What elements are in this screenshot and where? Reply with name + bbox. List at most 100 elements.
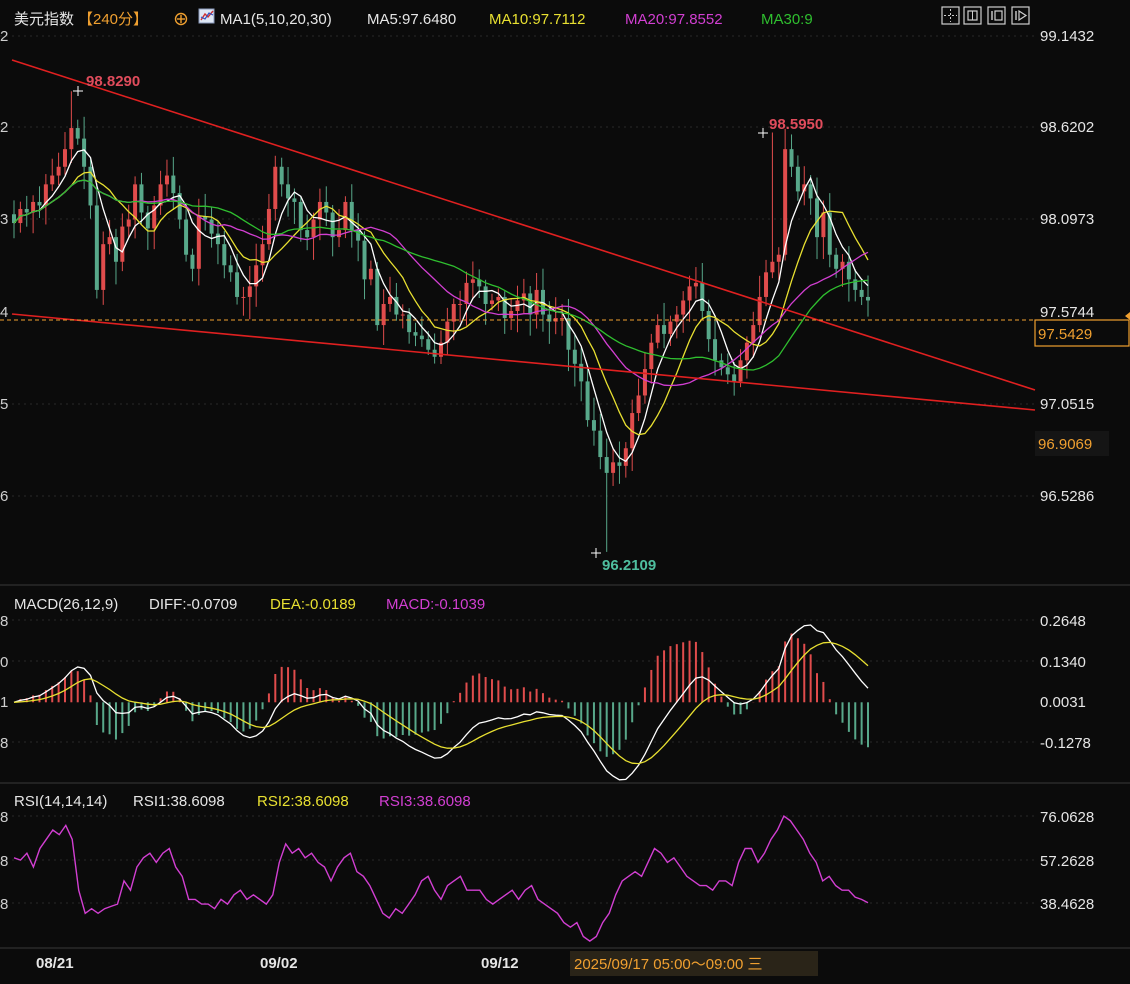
candlestick <box>24 195 29 227</box>
lower-price-label: 96.9069 <box>1038 436 1092 453</box>
price-grid <box>0 35 1035 497</box>
left-tick: 8 <box>0 613 8 630</box>
main-header: 美元指数 【240分】 MA1(5,10,20,30) MA5:97.6480 … <box>14 8 813 28</box>
candlestick <box>611 448 616 486</box>
time-tick: 09/12 <box>481 955 519 972</box>
candlestick <box>757 275 762 333</box>
chart-panel-icon[interactable] <box>987 6 1006 25</box>
rsi-tick: 57.2628 <box>1040 853 1094 870</box>
ma-line-chart-icon[interactable] <box>198 8 215 24</box>
candlestick <box>853 269 858 302</box>
price-tick: 99.1432 <box>1040 28 1094 45</box>
lower-trendline[interactable] <box>11 313 1036 411</box>
ma-params: MA1(5,10,20,30) <box>220 11 332 28</box>
window-split-icon[interactable] <box>963 6 982 25</box>
candlestick <box>279 157 284 197</box>
time-cursor-label: 2025/09/17 05:00～09:00 三 <box>574 956 762 973</box>
candlestick <box>43 174 48 225</box>
ma30-value: MA30:9 <box>761 11 813 28</box>
price-axis-labels: 99.1432 98.6202 98.0973 97.5744 97.0515 … <box>1040 28 1094 505</box>
candlestick <box>203 193 208 231</box>
dea-line <box>13 641 869 765</box>
candlestick <box>145 205 150 250</box>
candlestick <box>101 231 106 305</box>
macd-tick: -0.1278 <box>1040 735 1091 752</box>
candlestick <box>725 353 730 385</box>
candlestick <box>413 322 418 347</box>
candlestick <box>687 275 692 322</box>
candlestick <box>649 333 654 384</box>
candlestick <box>693 267 698 299</box>
rsi3-line <box>13 815 869 942</box>
candlestick <box>120 213 125 272</box>
candlestick <box>62 132 67 175</box>
candlestick <box>164 159 169 197</box>
candlestick <box>528 286 533 336</box>
candlestick <box>407 308 412 344</box>
expand-icon[interactable] <box>1011 6 1030 25</box>
candlestick <box>196 198 201 286</box>
current-price-box: 97.5429 <box>1034 319 1130 347</box>
left-tick: 0 <box>0 654 8 671</box>
candlestick <box>113 228 118 285</box>
left-tick: 5 <box>0 396 8 413</box>
candlestick <box>12 200 16 239</box>
upper-trendline[interactable] <box>11 59 1036 391</box>
left-tick: 4 <box>0 304 8 321</box>
macd-params: MACD(26,12,9) <box>14 596 118 613</box>
ma20-line <box>13 179 869 387</box>
macd-dea: DEA:-0.0189 <box>270 596 356 613</box>
candlestick <box>228 255 233 282</box>
price-tick: 98.6202 <box>1040 119 1094 136</box>
high-right-label: 98.5950 <box>769 116 823 133</box>
candlestick <box>368 260 373 286</box>
candlestick <box>458 290 463 323</box>
candlestick <box>107 220 112 255</box>
candlestick <box>579 347 584 402</box>
candlestick <box>642 351 647 404</box>
candlestick <box>31 195 36 234</box>
trendlines[interactable] <box>11 59 1036 411</box>
candlestick <box>356 213 361 262</box>
left-tick: 8 <box>0 896 8 913</box>
candlestick <box>751 311 756 358</box>
candlestick <box>419 316 424 347</box>
candlestick <box>286 167 291 217</box>
candlestick <box>400 304 405 329</box>
period-selector[interactable]: 【240分】 <box>78 11 148 28</box>
macd-lines <box>13 624 869 781</box>
macd-tick: 0.1340 <box>1040 654 1086 671</box>
candlestick <box>783 128 788 261</box>
rsi3-value: RSI3:38.6098 <box>379 793 471 810</box>
candlestick <box>636 378 641 422</box>
layout-grid-icon[interactable] <box>941 6 960 25</box>
lower-price-box: 96.9069 <box>1035 431 1109 456</box>
candlestick <box>158 170 163 215</box>
ma10-value: MA10:97.7112 <box>489 11 585 28</box>
left-tick: 2 <box>0 28 8 45</box>
candlestick <box>375 262 380 331</box>
candlestick <box>859 278 864 306</box>
candlestick <box>604 438 609 552</box>
macd-tick: 0.2648 <box>1040 613 1086 630</box>
candlestick <box>700 262 705 320</box>
low-marker: 96.2109 <box>591 548 656 574</box>
candlestick <box>719 353 724 376</box>
rsi-tick: 38.4628 <box>1040 896 1094 913</box>
candlestick <box>349 184 354 248</box>
candlestick <box>598 413 603 470</box>
low-label: 96.2109 <box>602 557 656 574</box>
left-tick: 1 <box>0 694 8 711</box>
candlestick <box>126 204 131 238</box>
candlestick <box>464 271 469 326</box>
ma10-line <box>13 171 869 436</box>
candlestick <box>706 299 711 352</box>
candlestick <box>177 185 182 229</box>
circle-plus-icon[interactable] <box>174 12 188 26</box>
candlestick <box>50 158 55 191</box>
candlestick <box>37 186 42 218</box>
candlestick <box>305 214 310 251</box>
candlestick <box>260 225 265 282</box>
